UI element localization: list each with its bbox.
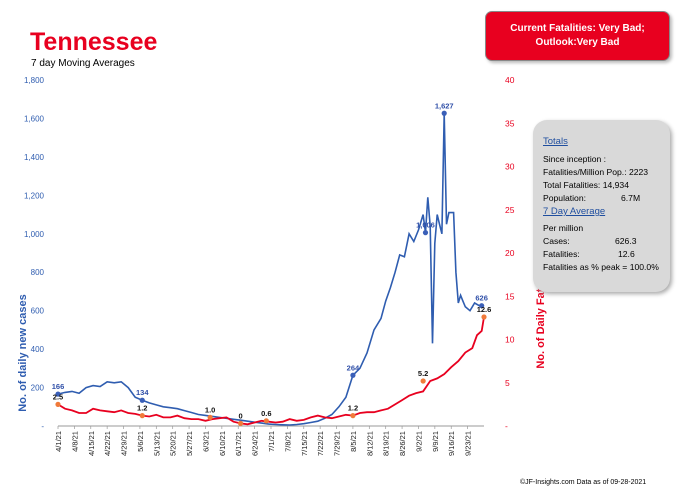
y-left-tick-label: 200 — [31, 384, 45, 393]
fatalities-data-label: 2.5 — [53, 392, 63, 401]
x-tick-label: 8/19/21 — [382, 431, 391, 456]
x-tick-label: 9/2/21 — [414, 431, 423, 452]
x-tick-label: 4/8/21 — [70, 431, 79, 452]
y-left-tick-label: 1,600 — [24, 114, 45, 123]
y-right-tick-label: 5 — [505, 378, 510, 388]
y-left-tick-label: 600 — [31, 307, 45, 316]
since-label: Since inception : — [543, 154, 607, 164]
x-tick-label: 9/9/21 — [431, 431, 440, 452]
totals-panel: Totals Since inception : Fatalities/Mill… — [533, 120, 670, 292]
cases-point-marker — [350, 372, 356, 378]
x-tick-label: 7/29/21 — [333, 431, 342, 456]
x-tick-label: 6/24/21 — [251, 431, 260, 456]
fatalities-data-label: 5.2 — [418, 369, 428, 378]
y-right-tick-label: 25 — [505, 205, 515, 215]
x-tick-label: 7/15/21 — [300, 431, 309, 456]
chart-subtitle: 7 day Moving Averages — [31, 58, 135, 69]
status-line-2: Outlook:Very Bad — [535, 37, 620, 48]
population-value: 6.7M — [621, 193, 641, 203]
x-tick-label: 7/22/21 — [316, 431, 325, 456]
cases-data-label: 1,627 — [435, 101, 454, 110]
fatalities-point-marker — [263, 418, 269, 424]
fatalities-point-marker — [481, 314, 487, 320]
y-left-tick-label: - — [41, 422, 44, 431]
x-tick-label: 6/3/21 — [201, 431, 210, 452]
peak-percent: Fatalities as % peak = 100.0% — [543, 262, 659, 272]
y-right-tick-label: 40 — [505, 75, 515, 85]
y-left-tick-label: 800 — [31, 268, 45, 277]
x-tick-label: 7/1/21 — [267, 431, 276, 452]
y-left-tick-label: 1,200 — [24, 191, 45, 200]
fatalities-data-label: 0.6 — [261, 409, 271, 418]
y-left-axis-title: No. of daily new cases — [17, 294, 29, 411]
x-tick-label: 5/6/21 — [136, 431, 145, 452]
cases-point-marker — [479, 303, 485, 309]
cases-point-marker — [441, 110, 447, 116]
y-left-tick-label: 1,400 — [24, 153, 45, 162]
x-tick-label: 7/8/21 — [283, 431, 292, 452]
fatalities-data-label: 1.2 — [137, 404, 147, 413]
x-tick-label: 4/1/21 — [54, 431, 63, 452]
y-right-tick-label: - — [505, 421, 508, 431]
x-tick-label: 8/5/21 — [349, 431, 358, 452]
fatalities-point-marker — [237, 420, 244, 427]
cases-data-label: 166 — [52, 382, 65, 391]
fatalities-data-label: 1.0 — [205, 405, 215, 414]
cases-data-label: 134 — [136, 388, 149, 397]
y-left-tick-label: 1,800 — [24, 76, 45, 85]
population-label: Population: — [543, 193, 587, 203]
per-million-label: Per million — [543, 223, 584, 233]
x-tick-label: 5/13/21 — [152, 431, 161, 456]
x-tick-label: 6/17/21 — [234, 431, 243, 456]
cases-data-label: 264 — [347, 363, 360, 372]
fatalities-data-label: 12.6 — [477, 305, 492, 314]
fatalities-value: 12.6 — [618, 249, 635, 259]
x-tick-label: 4/15/21 — [87, 431, 96, 456]
x-tick-label: 4/29/21 — [120, 431, 129, 456]
x-tick-label: 4/22/21 — [103, 431, 112, 456]
x-tick-label: 8/12/21 — [365, 431, 374, 456]
y-right-tick-label: 15 — [505, 291, 515, 301]
fatalities-per-million: Fatalities/Million Pop.: 2223 — [543, 167, 649, 177]
cases-data-label: 1,006 — [416, 221, 435, 230]
fatalities-data-label: 1.2 — [348, 404, 358, 413]
x-tick-label: 5/27/21 — [185, 431, 194, 456]
cases-series-line — [57, 113, 484, 426]
x-tick-label: 6/10/21 — [218, 431, 227, 456]
fatalities-series-line — [57, 316, 485, 426]
x-tick-label: 9/23/21 — [464, 431, 473, 456]
fatalities-point-marker — [55, 401, 61, 407]
cases-point-marker — [422, 230, 429, 236]
x-tick-label: 5/20/21 — [169, 431, 178, 456]
fatalities-label: Fatalities: — [543, 249, 580, 259]
fatalities-point-marker — [139, 413, 145, 419]
x-tick-label: 9/16/21 — [447, 431, 456, 456]
fatalities-point-marker — [207, 414, 213, 420]
avg-heading: 7 Day Average — [543, 206, 606, 217]
fatalities-point-marker — [420, 378, 426, 384]
y-right-tick-label: 35 — [505, 118, 515, 128]
fatalities-data-label: 0 — [238, 411, 242, 420]
cases-value: 626.3 — [615, 236, 637, 246]
status-line-1: Current Fatalities: Very Bad; — [510, 23, 645, 34]
footer-credit: ©JF-Insights.com Data as of 09-28-2021 — [520, 479, 647, 486]
cases-point-marker — [55, 391, 61, 397]
y-right-tick-label: 20 — [505, 248, 515, 258]
total-fatalities: Total Fatalities: 14,934 — [543, 180, 629, 190]
cases-data-label: 626 — [475, 294, 488, 303]
totals-heading: Totals — [543, 136, 568, 147]
status-box: Current Fatalities: Very Bad; Outlook:Ve… — [485, 11, 670, 61]
x-tick-label: 8/26/21 — [398, 431, 407, 456]
fatalities-point-marker — [350, 413, 356, 419]
cases-point-marker — [139, 397, 145, 403]
cases-label: Cases: — [543, 236, 570, 246]
page-title: Tennessee — [30, 28, 158, 56]
y-right-tick-label: 30 — [505, 162, 515, 172]
y-left-tick-label: 400 — [31, 345, 45, 354]
y-right-tick-label: 10 — [505, 335, 515, 345]
y-left-tick-label: 1,000 — [24, 230, 45, 239]
